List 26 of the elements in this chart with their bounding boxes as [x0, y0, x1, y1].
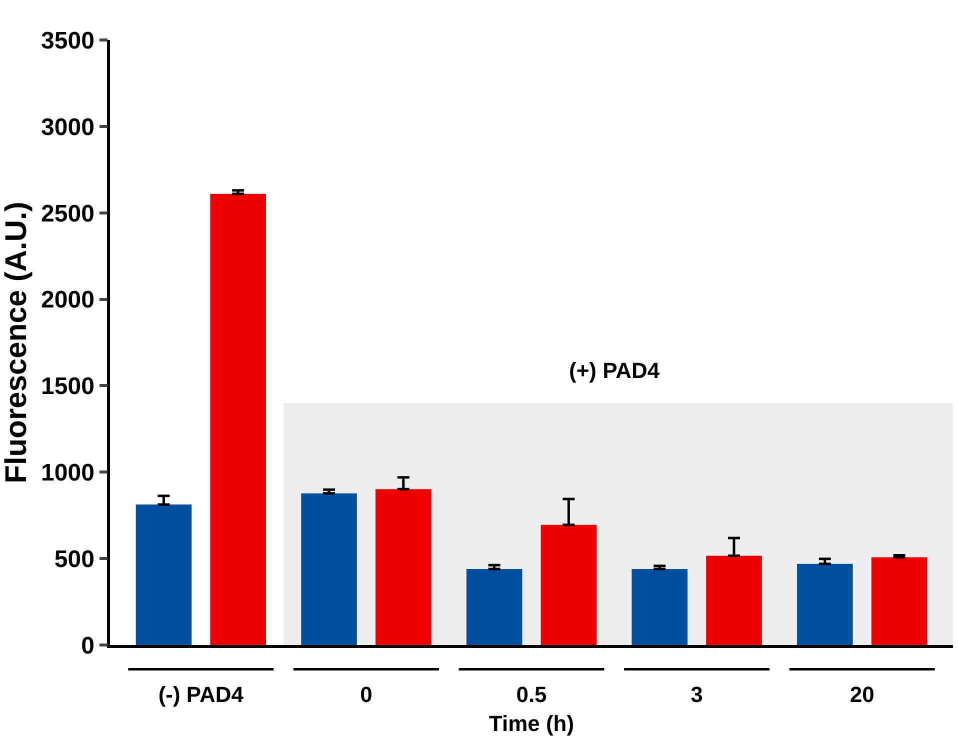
- bar: [871, 557, 928, 645]
- y-tick-label: 0: [81, 632, 94, 660]
- bar: [632, 568, 688, 645]
- x-axis-title: Time (h): [488, 711, 574, 736]
- y-tick-label: 1500: [41, 373, 94, 400]
- bar: [466, 568, 522, 645]
- bar: [797, 564, 853, 645]
- bar: [540, 524, 597, 645]
- bar: [210, 194, 266, 645]
- bar: [136, 504, 192, 645]
- x-tick-label: 3: [690, 682, 703, 708]
- x-tick-label: 20: [850, 682, 874, 708]
- x-tick-label: 0.5: [516, 682, 547, 708]
- x-tick-label: 0: [360, 682, 372, 708]
- band-label: (+) PAD4: [569, 358, 660, 383]
- x-tick-label: (-) PAD4: [158, 682, 244, 708]
- y-tick-label: 3500: [41, 27, 94, 54]
- y-axis-title: Fluorescence (A.U.): [0, 202, 33, 484]
- bar: [301, 493, 357, 645]
- y-tick-label: 3000: [41, 114, 94, 141]
- y-tick-label: 2000: [41, 286, 94, 314]
- y-tick-label: 1000: [41, 460, 94, 487]
- bar: [376, 489, 432, 645]
- y-tick-label: 2500: [41, 200, 94, 228]
- y-tick-label: 500: [54, 546, 94, 573]
- bar: [706, 556, 762, 645]
